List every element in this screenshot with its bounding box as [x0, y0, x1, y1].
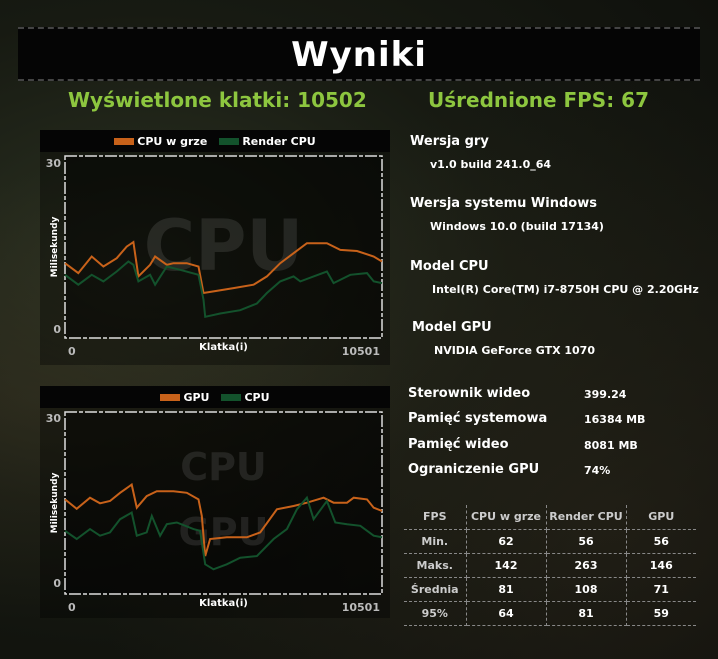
- page-title: Wyniki: [291, 35, 427, 75]
- table-row: Min. 62 56 56: [404, 529, 696, 554]
- cell: 81: [546, 601, 627, 626]
- header-cell: Render CPU: [546, 505, 627, 530]
- cell: 59: [626, 601, 696, 626]
- row-label: Min.: [404, 529, 467, 554]
- chart-plot: CPU 30 00 10501 Klatka(i) Milisekundy: [46, 155, 383, 358]
- chart-plot: CPU GPU 30 00 10501 Klatka(i) Milisekundy: [46, 411, 383, 614]
- cell: 62: [466, 529, 547, 554]
- title-bar: Wyniki: [18, 27, 700, 81]
- average-fps: Uśrednione FPS: 67: [428, 88, 650, 112]
- watermark: CPU: [144, 205, 304, 287]
- windows-version-label: Wersja systemu Windows: [410, 196, 597, 211]
- table-header: FPS CPU w grze Render CPU GPU: [404, 505, 696, 530]
- video-memory-label: Pamięć wideo: [408, 437, 509, 452]
- series-line-cpu-w-grze: [64, 240, 383, 295]
- row-label: Maks.: [404, 553, 467, 578]
- cell: 81: [466, 577, 547, 602]
- y-tick-label: 30: [46, 412, 62, 425]
- x-tick-label: 0: [68, 601, 76, 614]
- plot-frame: [64, 411, 383, 595]
- header-cell: CPU w grze: [466, 505, 547, 530]
- row-label: 95%: [404, 601, 467, 626]
- gpu-limit-value: 74%: [584, 464, 611, 477]
- video-memory-value: 8081 MB: [584, 439, 638, 452]
- legend-item: CPU w grze: [114, 135, 207, 148]
- watermark: GPU: [179, 510, 269, 554]
- cell: 64: [466, 601, 547, 626]
- table-row: Maks. 142 263 146: [404, 553, 696, 578]
- legend-item: Render CPU: [219, 135, 316, 148]
- cell: 56: [546, 529, 627, 554]
- y-tick-label: 0: [53, 577, 61, 590]
- series-line-gpu: [64, 482, 383, 557]
- x-tick-label: 10501: [342, 345, 380, 358]
- x-axis-label: Klatka(i): [199, 342, 248, 353]
- y-tick-label: 30: [46, 157, 62, 170]
- system-memory-value: 16384 MB: [584, 413, 646, 426]
- legend-item: GPU: [160, 391, 209, 404]
- header-cell: FPS: [404, 505, 467, 530]
- gpu-chart: GPU CPU CPU GPU 30 0 0 10501 Klatka(i) Miliseku…: [40, 386, 390, 618]
- gpu-model: NVIDIA GeForce GTX 1070: [434, 344, 595, 357]
- legend-item: CPU: [221, 391, 270, 404]
- x-axis-label: Klatka(i): [199, 598, 248, 609]
- header-cell: GPU: [626, 505, 696, 530]
- plot-frame: [64, 155, 383, 339]
- cell: 108: [546, 577, 627, 602]
- chart-legend: CPU w grze Render CPU: [40, 130, 390, 152]
- cell: 56: [626, 529, 696, 554]
- cell: 146: [626, 553, 696, 578]
- y-tick-label: 0: [53, 323, 61, 336]
- game-version: v1.0 build 241.0_64: [430, 158, 552, 171]
- system-memory-label: Pamięć systemowa: [408, 411, 548, 426]
- cpu-model: Intel(R) Core(TM) i7-8750H CPU @ 2.20GHz: [432, 283, 699, 296]
- watermark: CPU: [180, 445, 267, 489]
- video-driver-value: 399.24: [584, 388, 627, 401]
- cell: 142: [466, 553, 547, 578]
- table-row: Średnia 81 108 71: [404, 577, 696, 602]
- series-line-cpu: [64, 495, 383, 571]
- x-tick-label: 0: [68, 345, 76, 358]
- cpu-chart: CPU w grze Render CPU CPU 30 0 0 10501 Klatka…: [40, 130, 390, 365]
- fps-table: FPS CPU w grze Render CPU GPU Min. 62 56 56…: [404, 505, 696, 626]
- frames-rendered: Wyświetlone klatki: 10502: [68, 88, 367, 112]
- series-line-render-cpu: [64, 260, 383, 319]
- y-axis-label: Milisekundy: [50, 216, 60, 277]
- row-label: Średnia: [404, 577, 467, 602]
- cell: 263: [546, 553, 627, 578]
- video-driver-label: Sterownik wideo: [408, 386, 531, 401]
- chart-legend: GPU CPU: [40, 386, 390, 408]
- table-row: 95% 64 81 59: [404, 601, 696, 626]
- game-version-label: Wersja gry: [410, 134, 489, 149]
- windows-version: Windows 10.0 (build 17134): [430, 220, 604, 233]
- cpu-model-label: Model CPU: [410, 259, 489, 274]
- x-tick-label: 10501: [342, 601, 380, 614]
- gpu-limit-label: Ograniczenie GPU: [408, 462, 540, 477]
- y-axis-label: Milisekundy: [50, 472, 60, 533]
- cell: 71: [626, 577, 696, 602]
- gpu-model-label: Model GPU: [412, 320, 492, 335]
